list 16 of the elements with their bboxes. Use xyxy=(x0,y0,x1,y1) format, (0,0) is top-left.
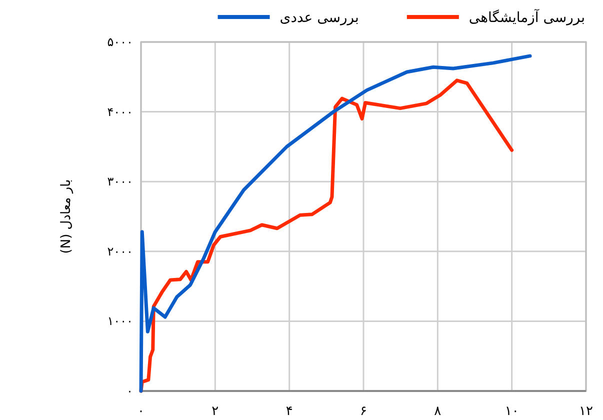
x-tick-label: ۸ xyxy=(434,404,442,419)
x-tick-label: ۱۲ xyxy=(579,404,593,419)
legend-label: بررسی آزمایشگاهی xyxy=(468,8,585,26)
y-tick-label: ۳۰۰۰ xyxy=(107,174,133,189)
x-tick-label: ۴ xyxy=(286,404,293,419)
y-tick-label: ۲۰۰۰ xyxy=(107,244,133,258)
y-axis-title: بار معادل (N) xyxy=(59,179,74,254)
y-tick-label: ۱۰۰۰ xyxy=(107,314,133,328)
x-tick-label: ۶ xyxy=(360,404,367,419)
y-tick-label: ۵۰۰۰ xyxy=(107,35,133,49)
y-tick-label: ۴۰۰۰ xyxy=(107,104,133,119)
x-tick-label: ۲ xyxy=(212,404,219,419)
x-tick-label: ۱۰ xyxy=(504,404,519,419)
x-tick-label: ۰ xyxy=(138,404,144,419)
legend-label: بررسی عددی xyxy=(280,10,359,26)
y-tick-label: ۰ xyxy=(126,384,133,398)
